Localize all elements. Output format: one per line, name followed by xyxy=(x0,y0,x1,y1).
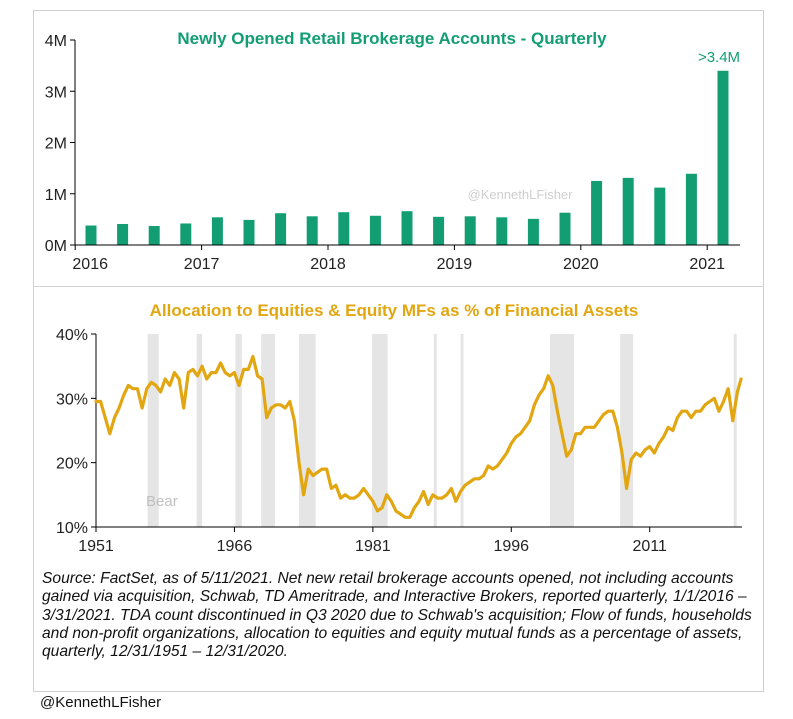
bar-q4-2018 xyxy=(433,216,445,245)
line-ytick-label: 10% xyxy=(56,520,88,537)
bear-label: Bear xyxy=(146,493,178,510)
bar-annotation: >3.4M xyxy=(698,49,740,66)
bar-q2-2020 xyxy=(622,177,634,245)
bar-q1-2021 xyxy=(717,70,729,245)
bar-q4-2020 xyxy=(685,173,697,245)
bar-q2-2019 xyxy=(496,217,508,245)
footer-handle: @KennethLFisher xyxy=(40,694,162,711)
bar-xtick-label: 2018 xyxy=(310,256,346,273)
bar-q1-2019 xyxy=(464,216,476,245)
bar-q1-2016 xyxy=(85,225,97,245)
bar-ytick-label: 1M xyxy=(45,187,67,204)
bear-market-band xyxy=(299,334,316,527)
bar-q4-2016 xyxy=(180,223,192,245)
bar-q2-2016 xyxy=(117,223,129,245)
bar-ytick-label: 4M xyxy=(45,33,67,50)
equity-allocation-line xyxy=(94,354,743,519)
bar-q4-2019 xyxy=(559,212,571,245)
bear-market-band xyxy=(261,334,276,527)
line-xtick-label: 2011 xyxy=(633,538,668,555)
bar-xtick-label: 2020 xyxy=(563,256,599,273)
bar-q3-2017 xyxy=(275,213,287,245)
bar-ytick-label: 0M xyxy=(45,238,67,255)
bar-chart-watermark: @KennethLFisher xyxy=(468,187,574,202)
bear-market-band xyxy=(196,334,203,527)
bar-q2-2017 xyxy=(243,219,255,245)
line-xtick-label: 1996 xyxy=(493,538,529,555)
bar-q1-2017 xyxy=(211,217,223,245)
bar-q2-2018 xyxy=(369,215,381,245)
line-ytick-label: 20% xyxy=(56,456,88,473)
bear-market-band xyxy=(620,334,634,527)
bear-market-band xyxy=(235,334,242,527)
bar-xtick-label: 2021 xyxy=(689,256,725,273)
bar-chart: Newly Opened Retail Brokerage Accounts -… xyxy=(45,29,740,273)
bar-chart-title: Newly Opened Retail Brokerage Accounts -… xyxy=(177,29,607,48)
line-xtick-label: 1951 xyxy=(78,538,114,555)
bear-market-band xyxy=(147,334,159,527)
bear-market-band xyxy=(460,334,464,527)
source-note: Source: FactSet, as of 5/11/2021. Net ne… xyxy=(42,570,752,661)
bar-xtick-label: 2016 xyxy=(72,256,108,273)
bar-q3-2019 xyxy=(527,218,539,245)
panel-divider xyxy=(33,286,764,287)
line-ytick-label: 40% xyxy=(56,327,88,344)
bar-xtick-label: 2019 xyxy=(437,256,473,273)
bar-q3-2018 xyxy=(401,211,413,245)
bar-q1-2020 xyxy=(591,180,603,245)
bar-q1-2018 xyxy=(338,212,350,245)
bar-q3-2016 xyxy=(148,226,160,245)
line-xtick-label: 1966 xyxy=(217,538,253,555)
bar-ytick-label: 2M xyxy=(45,136,67,153)
bear-market-band xyxy=(371,334,388,527)
bar-xtick-label: 2017 xyxy=(184,256,220,273)
bear-market-band xyxy=(433,334,437,527)
bar-ytick-label: 3M xyxy=(45,84,67,101)
bar-q4-2017 xyxy=(306,216,318,245)
line-xtick-label: 1981 xyxy=(355,538,391,555)
line-chart: Allocation to Equities & Equity MFs as %… xyxy=(56,301,743,555)
line-ytick-label: 30% xyxy=(56,391,88,408)
bear-market-band xyxy=(733,334,737,527)
line-chart-title: Allocation to Equities & Equity MFs as %… xyxy=(150,301,639,320)
bar-q3-2020 xyxy=(654,187,666,245)
